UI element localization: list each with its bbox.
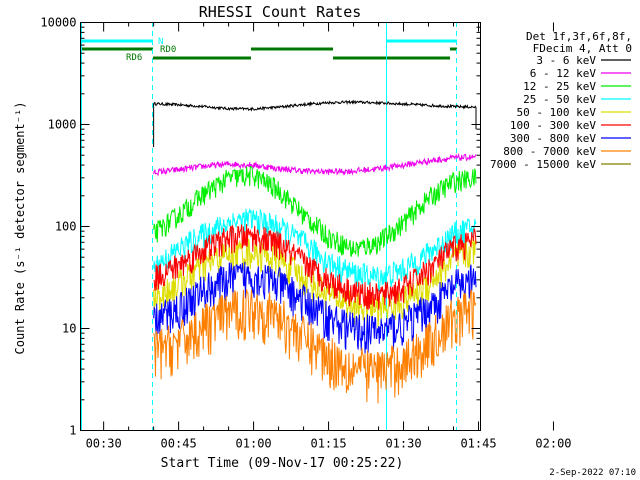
- y-tick-label: 10: [62, 322, 76, 336]
- legend-entry-label: 3 - 6 keV: [536, 54, 596, 67]
- legend-entry-label: 25 - 50 keV: [523, 93, 596, 106]
- status-bars: N RD0 RD6: [81, 37, 457, 63]
- series-line: [153, 99, 477, 112]
- legend: Det 1f,3f,6f,8f, FDecim 4, Att 0 3 - 6 k…: [490, 30, 632, 171]
- n-status-bar-2: [387, 39, 457, 43]
- n-status-bar-1: [81, 39, 153, 43]
- legend-entry-label: 800 - 7000 keV: [503, 145, 596, 158]
- legend-entry-label: 50 - 100 keV: [517, 106, 597, 119]
- series-line: [153, 224, 477, 310]
- footer-timestamp: 2-Sep-2022 07:10: [549, 468, 636, 478]
- chart-title: RHESSI Count Rates: [199, 3, 362, 21]
- series-layer: [153, 99, 477, 404]
- series-line: [153, 289, 477, 404]
- rd0-status-bar-2: [251, 47, 333, 51]
- y-axis: 1 10 100 1000 10000: [40, 16, 481, 438]
- x-tick-label: 00:45: [161, 437, 197, 451]
- series-line: [153, 237, 477, 328]
- rd0-status-bar-3: [450, 47, 457, 51]
- legend-entry-label: 7000 - 15000 keV: [490, 158, 596, 171]
- rd6-status-bar-2: [333, 56, 450, 60]
- series-line: [153, 208, 477, 293]
- rd0-label: RD0: [160, 45, 176, 55]
- x-tick-label: 01:15: [310, 437, 346, 451]
- y-tick-label: 1: [69, 424, 76, 438]
- rd0-status-bar-1: [81, 47, 153, 51]
- legend-entry-label: 100 - 300 keV: [510, 119, 596, 132]
- y-tick-label: 10000: [40, 16, 76, 30]
- n-label: N: [158, 37, 163, 47]
- x-axis: 00:30 00:45 01:00 01:15 01:30 01:45 02:00: [86, 22, 572, 451]
- legend-entry-label: 12 - 25 keV: [523, 80, 596, 93]
- x-axis-label: Start Time (09-Nov-17 00:25:22): [161, 456, 404, 471]
- x-tick-label: 02:00: [535, 437, 571, 451]
- legend-entry-label: 300 - 800 keV: [510, 132, 596, 145]
- x-tick-label: 00:30: [86, 437, 122, 451]
- rd6-status-bar-1: [153, 56, 251, 60]
- legend-header-line-1: Det 1f,3f,6f,8f,: [526, 30, 632, 43]
- series-line: [153, 261, 477, 354]
- y-axis-label: Count Rate (s⁻¹ detector segment⁻¹): [13, 102, 27, 355]
- rd6-label: RD6: [126, 53, 142, 63]
- x-tick-label: 01:45: [460, 437, 496, 451]
- series-line: [153, 166, 477, 257]
- plot-frame: [80, 22, 481, 431]
- x-tick-label: 01:00: [236, 437, 272, 451]
- legend-header-line-2: FDecim 4, Att 0: [533, 42, 632, 55]
- y-tick-label: 1000: [48, 118, 77, 132]
- y-tick-label: 100: [55, 220, 77, 234]
- legend-entry-label: 6 - 12 keV: [530, 67, 597, 80]
- series-line: [153, 152, 477, 177]
- x-tick-label: 01:30: [385, 437, 421, 451]
